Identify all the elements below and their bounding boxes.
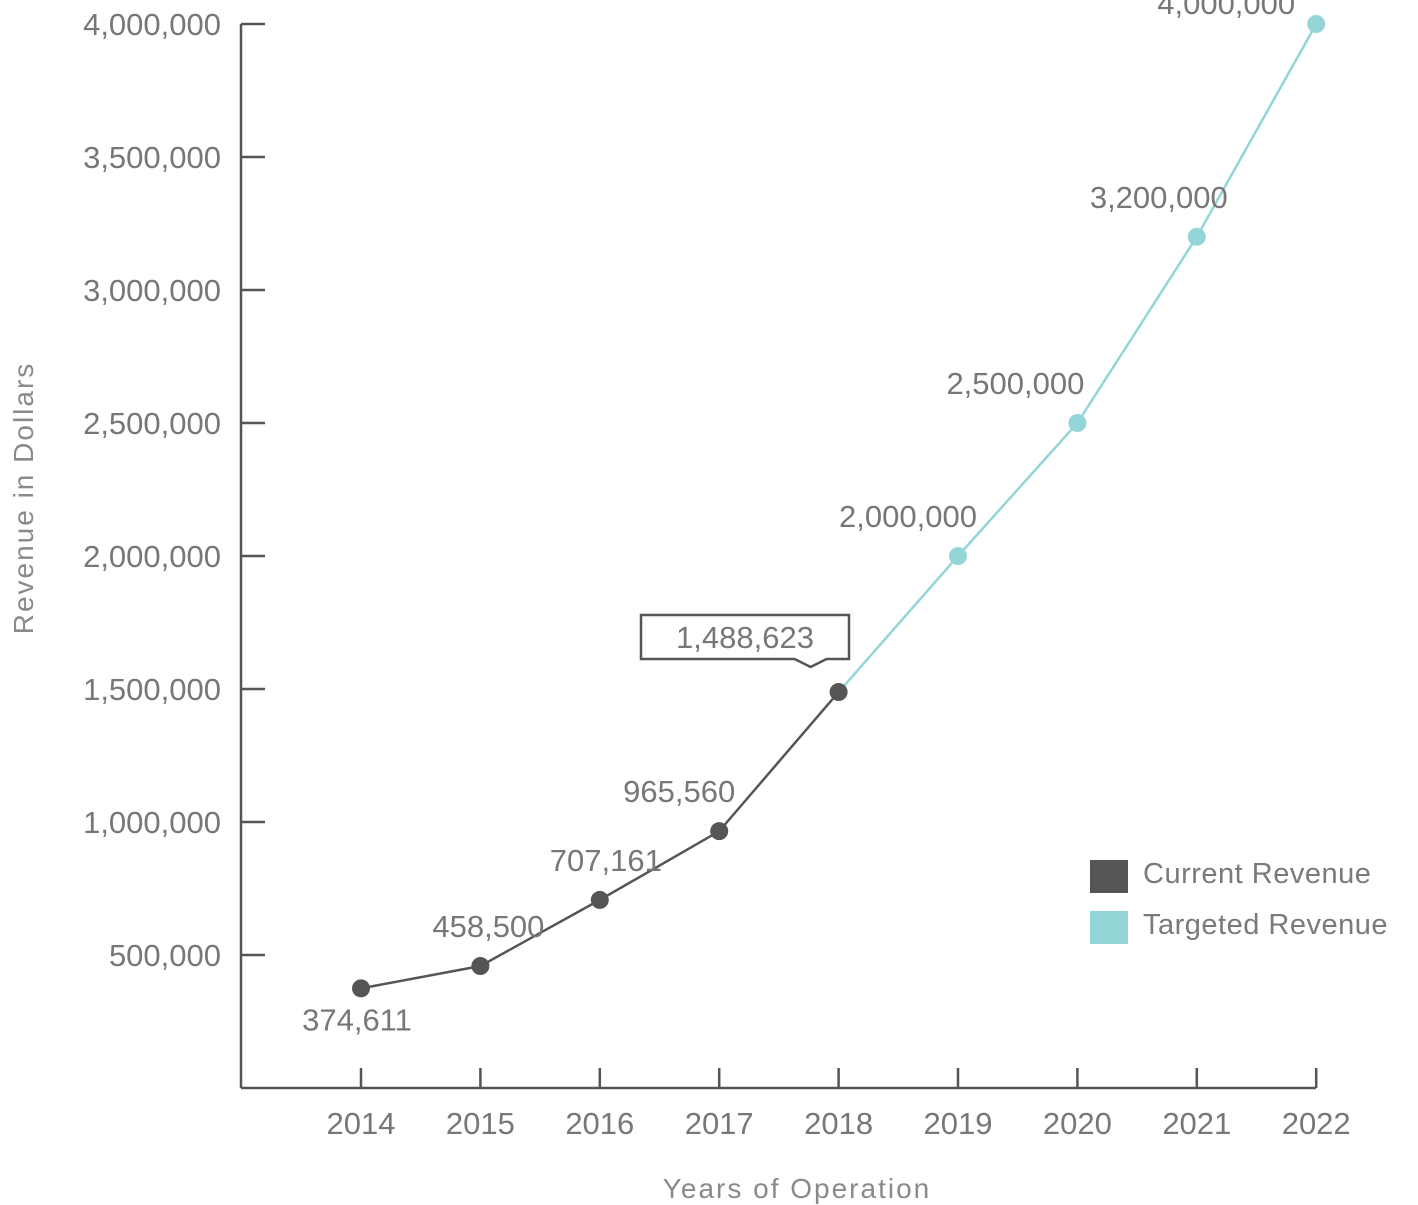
x-axis-title: Years of Operation — [663, 1173, 931, 1204]
y-tick-label: 1,000,000 — [83, 805, 221, 840]
data-point — [710, 822, 729, 841]
x-tick-label: 2015 — [446, 1106, 515, 1141]
y-tick-label: 2,500,000 — [83, 406, 221, 441]
y-tick-label: 3,000,000 — [83, 273, 221, 308]
data-point — [352, 979, 370, 998]
x-tick-label: 2022 — [1282, 1106, 1351, 1141]
data-label: 2,000,000 — [839, 499, 977, 534]
data-point — [471, 957, 490, 976]
data-points — [352, 15, 1326, 998]
data-label: 374,611 — [302, 1002, 412, 1037]
data-label: 4,000,000 — [1157, 0, 1295, 21]
x-tick-label: 2017 — [685, 1106, 754, 1141]
x-tick-label: 2014 — [327, 1106, 396, 1141]
y-axis-title: Revenue in Dollars — [8, 362, 39, 635]
callout-box — [639, 613, 851, 669]
data-label: 2,500,000 — [946, 366, 1084, 401]
data-label: 707,161 — [550, 843, 662, 878]
data-point — [590, 890, 609, 909]
legend-label: Current Revenue — [1143, 858, 1371, 890]
legend-swatch — [1090, 911, 1128, 944]
axes: 500,000 1,000,000 1,500,000 2,000,000 2,500,… — [83, 7, 1351, 1141]
data-label: 965,560 — [623, 774, 735, 809]
data-point — [1187, 227, 1206, 246]
data-point — [829, 683, 848, 702]
x-tick-label: 2021 — [1162, 1106, 1231, 1141]
callout: 1,488,623 — [639, 613, 851, 669]
callout-label: 1,488,623 — [676, 620, 814, 655]
data-label: 458,500 — [432, 909, 544, 944]
data-point — [1307, 15, 1326, 33]
y-tick-label: 1,500,000 — [83, 672, 221, 707]
y-tick-label: 4,000,000 — [83, 7, 221, 42]
x-tick-label: 2019 — [924, 1106, 993, 1141]
x-tick-label: 2020 — [1043, 1106, 1112, 1141]
x-tick-label: 2016 — [565, 1106, 634, 1141]
legend-label: Targeted Revenue — [1143, 909, 1388, 941]
y-tick-label: 500,000 — [109, 938, 221, 973]
data-point — [1068, 414, 1087, 432]
legend-swatch — [1090, 860, 1128, 893]
legend: Current Revenue Targeted Revenue — [1090, 858, 1388, 944]
data-point — [949, 547, 967, 565]
series-line-targeted — [837, 23, 1318, 693]
y-tick-label: 3,500,000 — [83, 140, 221, 175]
y-tick-label: 2,000,000 — [83, 539, 221, 574]
data-label: 3,200,000 — [1090, 180, 1228, 215]
x-tick-label: 2018 — [804, 1106, 873, 1141]
